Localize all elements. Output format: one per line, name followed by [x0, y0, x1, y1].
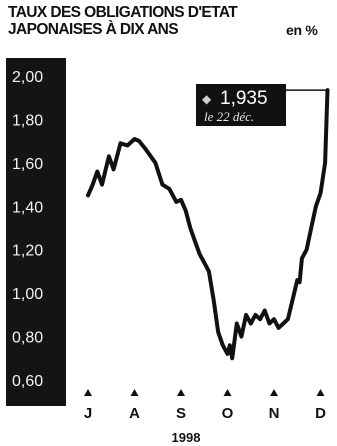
- x-tick-label: D: [315, 405, 326, 422]
- x-tick-marker: [316, 389, 325, 396]
- callout-date: le 22 déc.: [204, 109, 254, 124]
- x-tick-marker: [84, 389, 92, 396]
- callout-box: [196, 84, 286, 126]
- y-tick-label: 1,20: [12, 243, 43, 260]
- callout-value: 1,935: [220, 88, 268, 109]
- y-tick-label: 0,60: [12, 373, 43, 390]
- chart-title: TAUX DES OBLIGATIONS D'ETAT JAPONAISES À…: [8, 4, 238, 38]
- y-tick-label: 1,60: [12, 156, 43, 173]
- y-tick-label: 1,80: [12, 112, 43, 129]
- x-tick-label: A: [129, 405, 140, 422]
- series-line-yield: [86, 88, 330, 361]
- x-tick-marker: [177, 389, 185, 396]
- unit-label: en %: [286, 22, 318, 38]
- year-label: 1998: [172, 430, 201, 445]
- y-tick-label: 1,40: [12, 199, 43, 216]
- y-tick-label: 0,80: [12, 330, 43, 347]
- x-tick-marker: [270, 389, 278, 396]
- y-tick-labels: 2,00 1,80 1,60 1,40 1,20 1,00 0,80 0,60: [12, 69, 43, 390]
- callout-marker-icon: ◆: [202, 92, 212, 106]
- y-tick-label: 2,00: [12, 69, 43, 86]
- x-tick-marker: [223, 389, 232, 396]
- x-tick-label: J: [84, 405, 92, 422]
- x-tick-marker: [130, 389, 139, 396]
- x-tick-label: N: [269, 405, 280, 422]
- x-tick-label: S: [176, 405, 186, 422]
- x-tick-label: O: [222, 405, 234, 422]
- y-axis-panel: [6, 58, 66, 406]
- y-tick-label: 1,00: [12, 286, 43, 303]
